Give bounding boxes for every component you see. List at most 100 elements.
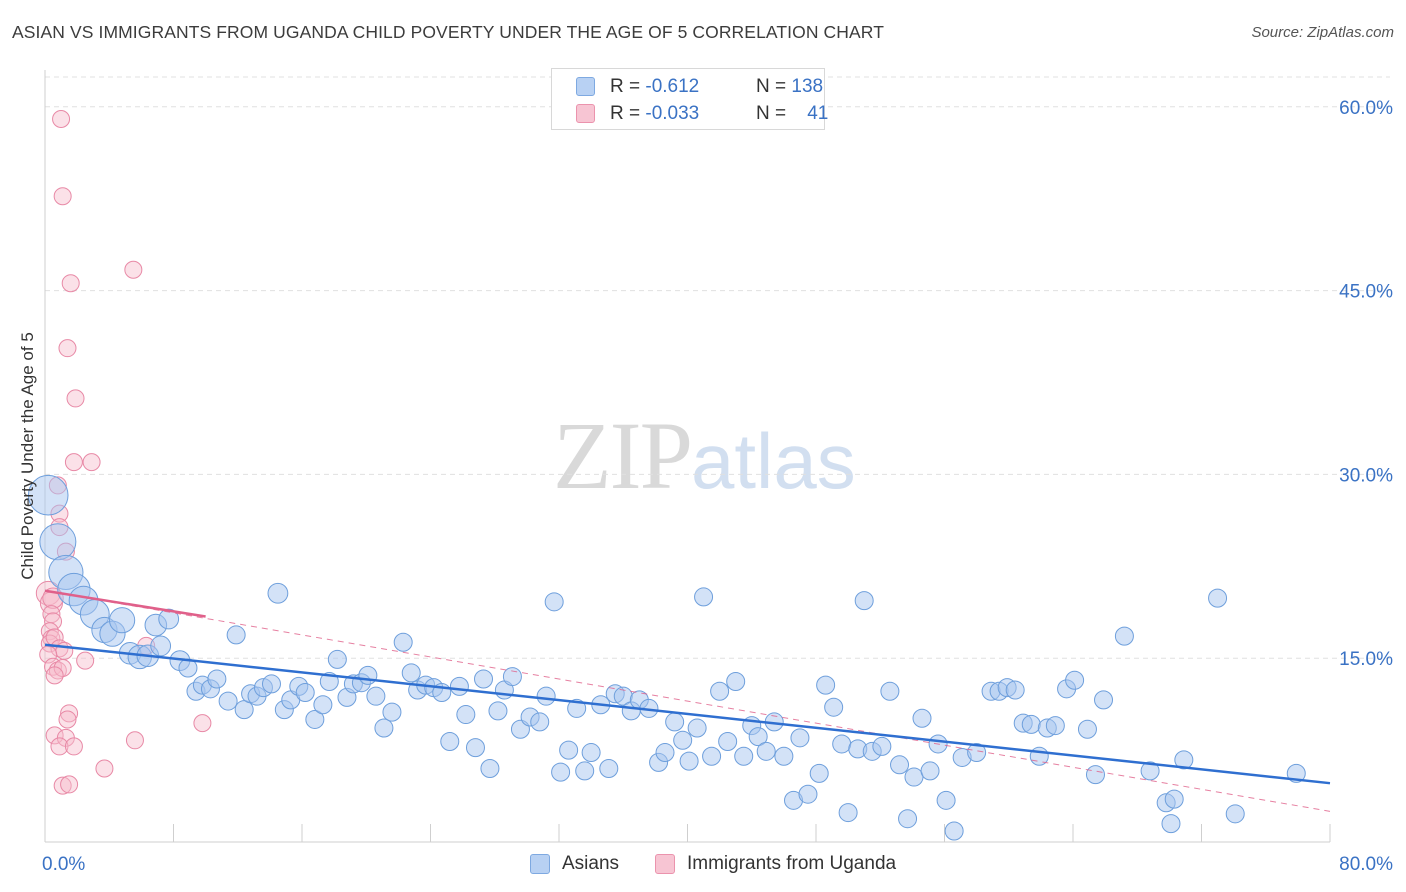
uganda-point [95,759,114,778]
asian-point [912,708,932,728]
series-swatch-asians [530,854,550,874]
asian-point [832,734,852,754]
asian-point [327,649,347,669]
asian-point [1114,626,1134,646]
asian-point [207,669,227,689]
asian-point [718,732,738,752]
asian-point [474,669,494,689]
uganda-point [58,710,77,729]
asian-point [1077,719,1097,739]
asian-point [1005,680,1025,700]
chart-source: Source: ZipAtlas.com [1251,24,1394,41]
series-label-asians: Asians [562,853,620,874]
asian-point [702,746,722,766]
asian-point [267,582,289,604]
asian-point [904,767,924,787]
asian-point [673,730,693,750]
asian-point [39,523,77,561]
uganda-point [82,453,101,472]
legend-r-label: R = [610,76,646,97]
asian-point [1045,716,1065,736]
asian-point [655,743,675,763]
asian-point [536,686,556,706]
asian-point [109,607,136,634]
asian-point [305,709,325,729]
asian-point [1174,750,1194,770]
asian-point [748,727,768,747]
asian-point [440,732,460,752]
uganda-point [64,737,83,756]
uganda-point [52,110,71,129]
asian-point [530,712,550,732]
asian-point [599,758,619,778]
x-tick-label: 80.0% [1339,854,1393,875]
asian-point [936,790,956,810]
legend-n-value: 138 [791,76,824,97]
series-label-uganda: Immigrants from Uganda [687,853,897,874]
asian-point [726,671,746,691]
asian-point [898,809,918,829]
y-axis-label: Child Poverty Under the Age of 5 [18,332,37,580]
uganda-point [64,453,83,472]
asian-point [872,736,892,756]
asian-point [366,686,386,706]
legend-n-label: N = [756,76,792,97]
asian-point [880,681,900,701]
asian-point [1094,690,1114,710]
asian-point [967,743,987,763]
asian-point [1208,588,1228,608]
asian-point [581,743,601,763]
asian-point [809,763,829,783]
asian-point [1164,789,1184,809]
asian-point [27,474,69,516]
asian-point [687,718,707,738]
asian-point [449,676,469,696]
uganda-points [35,110,212,795]
uganda-point [60,775,79,794]
asian-point [1225,804,1245,824]
asian-point [559,740,579,760]
uganda-point [45,666,64,685]
uganda-point [60,704,79,723]
axis-layer [44,70,1331,843]
legend-n-label: N = [756,103,792,124]
legend-r-label: R = [610,103,646,124]
asian-point [261,674,281,694]
trend-layer [44,589,1331,812]
asian-point [218,691,238,711]
asian-point [665,712,685,732]
asian-point [358,665,378,685]
asian-point [694,587,714,607]
y-tick-label: 45.0% [1339,282,1393,303]
legend-swatch-uganda [576,104,595,123]
asian-point [790,728,810,748]
watermark: ZIPatlas [553,400,856,511]
asian-point [920,761,940,781]
x-tick-label: 0.0% [42,854,85,875]
asian-point [567,698,587,718]
series-swatch-uganda [655,854,675,874]
legend-r-value: -0.612 [645,76,700,97]
asian-point [544,592,564,612]
legend-swatch-asians [576,77,595,96]
asian-point [456,705,476,725]
watermark-atlas: atlas [691,417,856,505]
asian-point [488,701,508,721]
uganda-point [53,187,72,206]
uganda-point [48,661,67,680]
asian-point [234,700,254,720]
asian-point [382,702,402,722]
legend-r-uganda: R = -0.033 [610,103,699,125]
asian-point [824,697,844,717]
asian-point [1140,761,1160,781]
asian-point [465,738,485,758]
asian-point [1085,765,1105,785]
asian-point [710,681,730,701]
uganda-point [53,776,72,795]
asian-point [158,608,180,630]
uganda-point [40,622,59,641]
asian-point [1065,670,1085,690]
asian-point [295,683,315,703]
uganda-point [58,339,77,358]
